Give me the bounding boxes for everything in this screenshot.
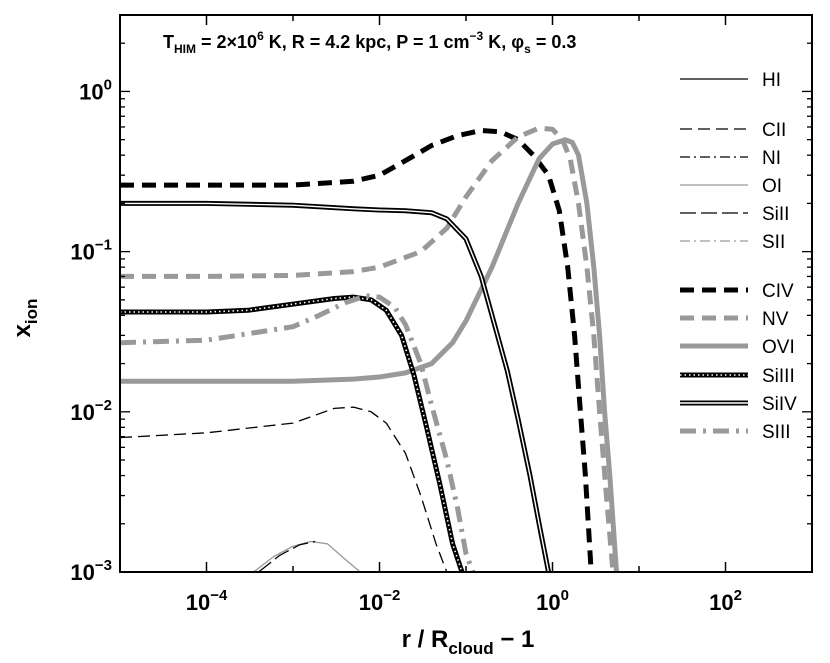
- legend-item-siiv: SiIV: [680, 394, 797, 415]
- legend-label: NI: [762, 148, 781, 169]
- series-cii-line: [120, 406, 448, 572]
- series-nv: [120, 125, 616, 572]
- legend-item-hi: HI: [680, 70, 781, 91]
- legend-item-civ: CIV: [680, 281, 794, 302]
- legend-label: SiIII: [762, 366, 795, 387]
- series-civ: [120, 128, 594, 572]
- legend: HI CII NI OI SiII SII CIV NV OVI SiIII SiIV SIII: [680, 70, 797, 443]
- legend-label: OI: [762, 176, 782, 197]
- legend-label: NV: [762, 309, 789, 330]
- x-tick-label: 102: [709, 587, 742, 615]
- legend-label: SII: [762, 232, 785, 253]
- legend-item-siii: SiII: [680, 204, 789, 225]
- y-tick-label: 10−3: [70, 557, 112, 585]
- legend-item-oi: OI: [680, 176, 782, 197]
- x-tick-label: 100: [536, 587, 569, 615]
- ticks-layer: [119, 14, 813, 573]
- x-axis-label: r / Rcloud − 1: [402, 626, 535, 658]
- series-oi: [253, 540, 361, 572]
- series-nv-line: [120, 125, 616, 572]
- x-tick-label: 10−4: [186, 587, 228, 615]
- series-siii: [258, 540, 316, 572]
- series-siiv-line-inner: [120, 202, 550, 572]
- legend-label: SIII: [762, 422, 791, 443]
- legend-label: OVI: [762, 337, 795, 358]
- series-layer: [120, 125, 619, 572]
- legend-item-ni: NI: [680, 148, 781, 169]
- x-tick-label: 10−2: [359, 587, 401, 615]
- legend-label: CIV: [762, 281, 794, 302]
- y-axis-label: xion: [9, 299, 41, 338]
- legend-item-siiii: SiIII: [680, 366, 795, 387]
- series-oi-line: [253, 540, 361, 572]
- legend-item-siii: SIII: [680, 422, 791, 443]
- legend-item-ovi: OVI: [680, 337, 795, 358]
- series-civ-line: [120, 128, 594, 572]
- series-cii: [120, 406, 448, 572]
- legend-label: SiII: [762, 204, 789, 225]
- series-ovi: [120, 137, 619, 572]
- y-tick-label: 10−1: [70, 237, 112, 265]
- series-siiv: [120, 200, 551, 572]
- legend-label: SiIV: [762, 394, 797, 415]
- legend-item-sii: SII: [680, 232, 785, 253]
- series-siiii: [120, 294, 465, 572]
- legend-item-nv: NV: [680, 309, 789, 330]
- y-tick-label: 100: [79, 76, 112, 104]
- legend-label: HI: [762, 70, 781, 91]
- series-siii-line: [258, 540, 316, 572]
- series-ovi-line: [120, 137, 619, 572]
- legend-item-cii: CII: [680, 120, 786, 141]
- y-tick-label: 10−2: [70, 397, 112, 425]
- chart-annotation: THIM = 2×106 K, R = 4.2 kpc, P = 1 cm−3 …: [163, 29, 576, 56]
- legend-label: CII: [762, 120, 786, 141]
- series-siiii-line-inner: [120, 296, 463, 572]
